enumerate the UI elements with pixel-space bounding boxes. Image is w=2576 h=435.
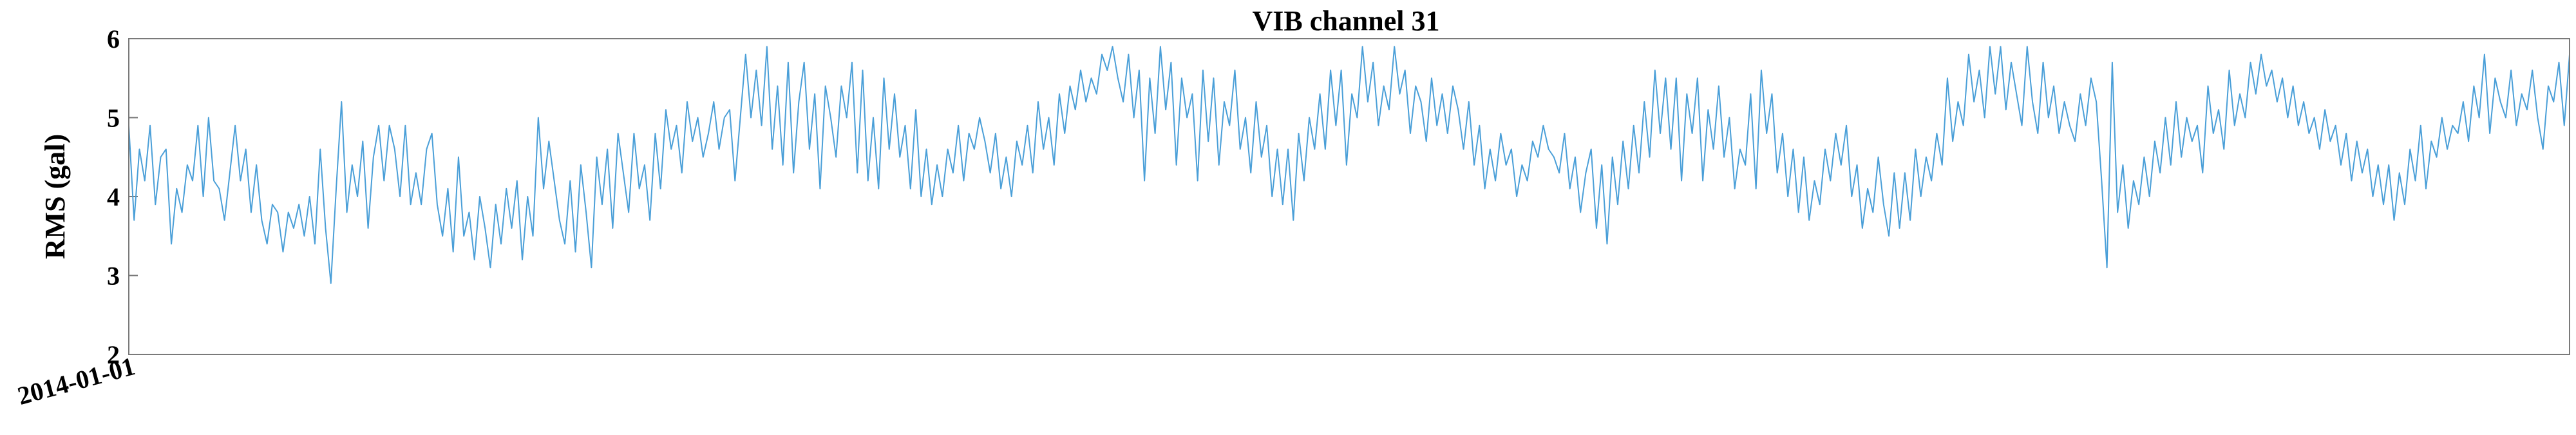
plot-frame bbox=[128, 38, 2570, 355]
y-tick-label: 2 bbox=[107, 340, 120, 369]
y-tick-label: 3 bbox=[107, 262, 120, 291]
chart-title: VIB channel 31 bbox=[1253, 5, 1440, 37]
y-tick-label: 6 bbox=[107, 24, 120, 53]
y-tick-label: 4 bbox=[107, 182, 120, 211]
x-tick-label: 2014-01-01 bbox=[14, 351, 138, 411]
y-tick-label: 5 bbox=[107, 104, 120, 133]
series-line bbox=[128, 46, 2570, 284]
y-axis-label: RMS (gal) bbox=[39, 134, 71, 259]
x-axis: 2014-01-01 bbox=[14, 345, 138, 411]
